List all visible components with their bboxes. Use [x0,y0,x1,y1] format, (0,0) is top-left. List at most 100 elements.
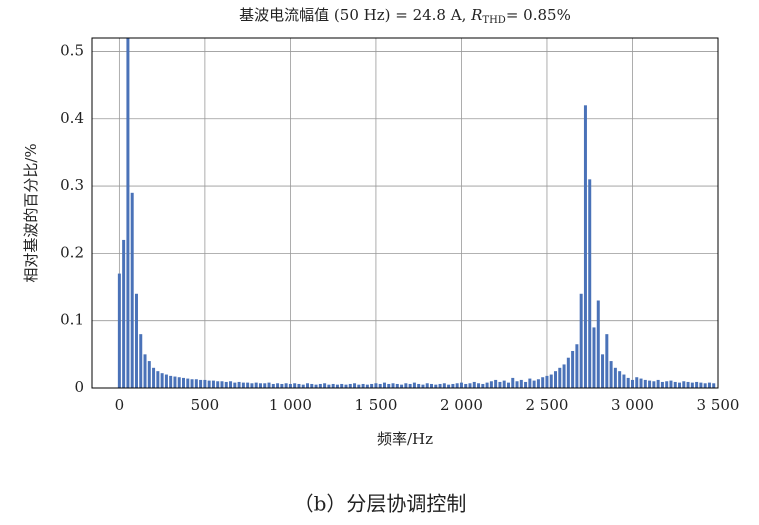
bar [481,383,485,388]
bar [156,371,160,388]
bar [267,382,271,388]
bar [455,383,459,388]
x-tick-label: 1 000 [269,396,312,414]
bar [678,382,682,388]
bar [434,384,438,388]
bar [169,375,173,388]
bar [613,367,617,388]
bar [134,293,138,388]
bar [472,381,476,388]
bar [712,383,716,388]
bar [686,381,690,388]
bar [365,384,369,388]
bar [648,380,652,388]
bar [549,374,553,388]
bar [438,383,442,388]
bar [117,273,121,388]
bar [288,383,292,388]
y-tick-label: 0.3 [60,176,84,194]
bar [477,383,481,388]
bar [430,383,434,388]
bar [690,382,694,388]
bar [194,379,198,388]
bar [301,384,305,388]
bar [609,361,613,388]
bar [660,381,664,388]
bar [237,381,241,388]
bar [511,377,515,388]
bar [220,381,224,388]
x-tick-label: 2 000 [440,396,483,414]
bar [224,381,228,388]
chart-title: 基波电流幅值 (50 Hz) = 24.8 A, RTHD= 0.85% [239,6,571,26]
bar [246,382,250,388]
bar [280,383,284,388]
bar [139,334,143,388]
bar [532,380,536,388]
y-axis-label: 相对基波的百分比/% [22,143,40,282]
bar [254,382,258,388]
bar [515,381,519,388]
bar [335,384,339,388]
bar [340,383,344,388]
bar [626,377,630,388]
bar [199,379,203,388]
bar [391,383,395,388]
x-tick-label: 3 000 [611,396,654,414]
bar [130,192,134,388]
y-tick-label: 0.5 [60,41,84,59]
bar [263,383,267,388]
bar [323,383,327,388]
bar [592,327,596,388]
bar [554,371,558,388]
bar [571,350,575,388]
bar [353,383,357,388]
bar [417,383,421,388]
y-tick-label: 0.1 [60,311,84,329]
bar [447,384,451,388]
bar [579,293,583,388]
bar [545,375,549,388]
bar [186,378,190,388]
bar [494,379,498,388]
bar [622,374,626,388]
caption: （b）分层协调控制 [294,492,467,516]
bar [382,382,386,388]
bar [498,381,502,388]
y-tick-label: 0.4 [60,109,84,127]
bar [618,371,622,388]
bar [695,381,699,388]
bar [327,384,331,388]
bar [635,377,639,388]
bar [241,382,245,388]
title-sub: THD [482,15,505,26]
bar [408,383,412,388]
bar [207,380,211,388]
bar [126,38,130,388]
bar [348,383,352,388]
bar [519,379,523,388]
bar [588,179,592,388]
bar [566,357,570,388]
bar [536,379,540,388]
x-tick-label: 0 [115,396,125,414]
bar [575,344,579,388]
bar [400,384,404,388]
bar [271,383,275,388]
bar [203,379,207,388]
bar [306,383,310,388]
bar [451,383,455,388]
bar [190,379,194,388]
title-main: 基波电流幅值 (50 Hz) = 24.8 A, [239,6,471,24]
x-tick-label: 500 [191,396,220,414]
x-tick-label: 1 500 [354,396,397,414]
bar [374,383,378,388]
bar [404,383,408,388]
bar [489,381,493,388]
bar [562,364,566,388]
bar [596,300,600,388]
bar [485,382,489,388]
bar [152,367,156,388]
bar [506,382,510,388]
